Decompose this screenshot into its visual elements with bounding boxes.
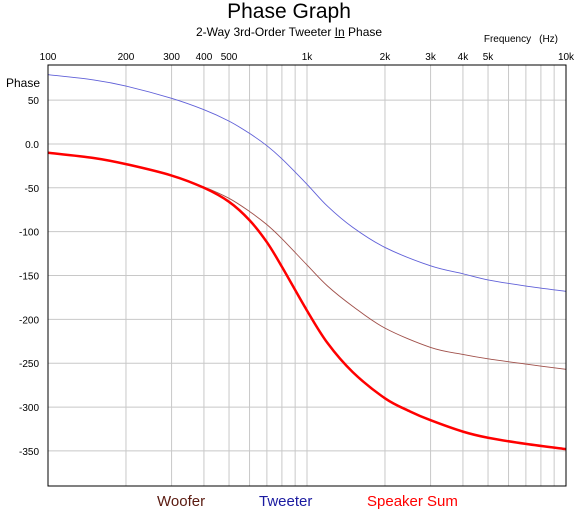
series-line-tweeter [47, 74, 567, 292]
y-tick-label: 50 [28, 96, 40, 107]
x-tick-label: 400 [196, 52, 213, 63]
y-tick-label: -150 [19, 272, 39, 283]
x-axis-label: Frequency (Hz) [484, 34, 558, 45]
legend-item-speaker-sum: Speaker Sum [367, 493, 458, 510]
subtitle-prefix: 2-Way 3rd-Order Tweeter [195, 25, 335, 39]
x-tick-label: 4k [458, 52, 470, 63]
x-tick-label: 5k [483, 52, 495, 63]
chart-subtitle: 2-Way 3rd-Order Tweeter In Phase [0, 25, 578, 39]
x-tick-label: 300 [163, 52, 180, 63]
subtitle-suffix: Phase [344, 25, 383, 39]
legend-item-tweeter: Tweeter [259, 493, 313, 510]
y-tick-label: -250 [19, 359, 39, 370]
y-tick-label: 0.0 [25, 140, 39, 151]
y-tick-label: -300 [19, 403, 39, 414]
legend-item-woofer: Woofer [157, 493, 206, 510]
x-tick-label: 2k [380, 52, 392, 63]
series-lines [47, 74, 567, 451]
plot-frame [47, 64, 567, 487]
x-tick-label: 1k [302, 52, 314, 63]
y-tick-label: -100 [19, 228, 39, 239]
x-tick-label: 500 [221, 52, 238, 63]
x-tick-label: 100 [40, 52, 57, 63]
y-tick-label: -50 [25, 184, 40, 195]
y-tick-label: -200 [19, 315, 39, 326]
x-axis-label-name: Frequency [483, 34, 532, 45]
x-tick-label: 3k [425, 52, 437, 63]
grid-lines [47, 65, 567, 486]
chart-title: Phase Graph [227, 0, 351, 23]
y-axis-label: Phase [6, 76, 41, 90]
x-tick-labels: 100 200 300 400 500 1k 2k 3k 4k 5k 10k [40, 52, 575, 63]
x-tick-label: 200 [118, 52, 135, 63]
x-tick-label: 10k [558, 52, 575, 63]
x-axis-label-unit: (Hz) [539, 34, 558, 45]
subtitle-underlined-word: In [334, 25, 345, 39]
series-line-speaker-sum [47, 151, 567, 451]
y-tick-label: -350 [19, 447, 39, 458]
y-tick-labels: 50 0.0 -50 -100 -150 -200 -250 -300 -350 [19, 96, 39, 458]
